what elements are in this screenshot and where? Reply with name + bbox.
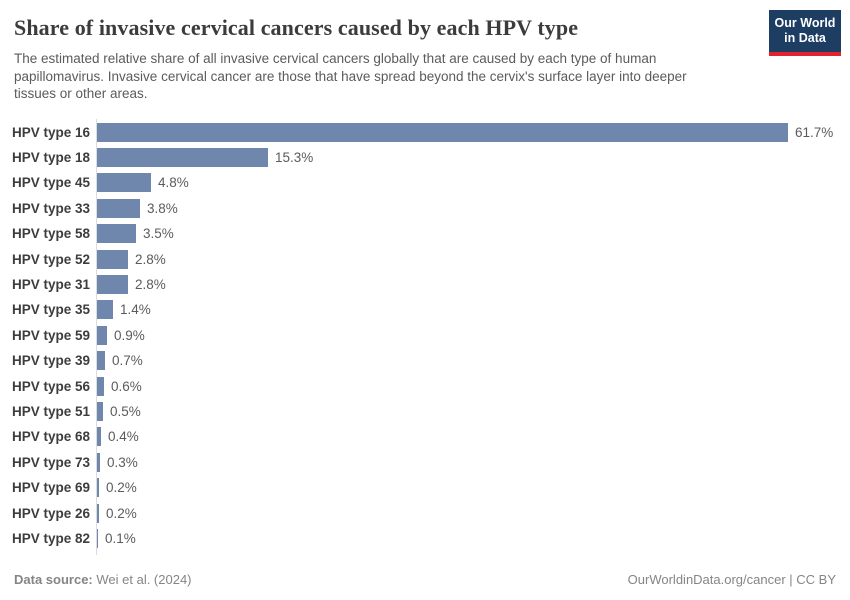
bar-track: 0.9% [97,323,850,348]
bar[interactable] [97,198,140,218]
bar-row: HPV type 26 0.2% [10,500,850,525]
value-label: 2.8% [135,251,166,267]
bar[interactable] [97,122,788,142]
category-label: HPV type 82 [11,530,90,546]
bar-track: 0.2% [97,475,850,500]
value-label: 0.9% [114,327,145,343]
category-label: HPV type 18 [11,150,90,166]
bar-track: 4.8% [97,170,850,195]
bar-row: HPV type 35 1.4% [10,297,850,322]
bar-track: 3.5% [97,221,850,246]
value-label: 3.8% [147,200,178,216]
bar[interactable] [97,528,98,548]
bar-row: HPV type 31 2.8% [10,272,850,297]
bar[interactable] [97,173,151,193]
category-label: HPV type 39 [11,353,90,369]
value-label: 0.6% [111,378,142,394]
value-label: 0.5% [110,403,141,419]
bar-track: 0.5% [97,399,850,424]
bar-row: HPV type 51 0.5% [10,399,850,424]
owid-logo-line1: Our World [774,16,836,30]
bar-row: HPV type 39 0.7% [10,348,850,373]
bar-track: 1.4% [97,297,850,322]
owid-logo-line2: in Data [784,31,826,45]
data-source-value: Wei et al. (2024) [96,572,192,587]
bar[interactable] [97,224,136,244]
bar-track: 2.8% [97,272,850,297]
category-label: HPV type 33 [11,200,90,216]
category-label: HPV type 68 [11,429,90,445]
bar-track: 61.7% [97,120,850,145]
category-label: HPV type 35 [11,302,90,318]
bar[interactable] [97,503,99,523]
bar[interactable] [97,325,107,345]
chart-header: Share of invasive cervical cancers cause… [0,0,850,103]
category-label: HPV type 31 [11,277,90,293]
bar-row: HPV type 58 3.5% [10,221,850,246]
bar-track: 0.2% [97,500,850,525]
bar[interactable] [97,427,101,447]
attribution-link[interactable]: OurWorldinData.org/cancer | CC BY [627,572,836,587]
bar-chart: HPV type 16 61.7% HPV type 18 15.3% HPV … [10,118,850,556]
bar-track: 0.3% [97,450,850,475]
data-source: Data source: Wei et al. (2024) [14,572,192,587]
value-label: 3.5% [143,226,174,242]
data-source-label: Data source: [14,572,93,587]
bar[interactable] [97,300,113,320]
value-label: 0.7% [112,353,143,369]
bar[interactable] [97,401,103,421]
bar-row: HPV type 68 0.4% [10,424,850,449]
bar-row: HPV type 59 0.9% [10,323,850,348]
value-label: 0.1% [105,530,136,546]
category-label: HPV type 51 [11,403,90,419]
category-label: HPV type 16 [11,124,90,140]
category-label: HPV type 69 [11,480,90,496]
bar-track: 0.7% [97,348,850,373]
bar-track: 2.8% [97,246,850,271]
bar-track: 0.4% [97,424,850,449]
bar-row: HPV type 18 15.3% [10,145,850,170]
bar[interactable] [97,148,268,168]
bar-row: HPV type 69 0.2% [10,475,850,500]
bar[interactable] [97,249,128,269]
y-axis-line [96,118,97,556]
bar-row: HPV type 56 0.6% [10,373,850,398]
bar-row: HPV type 82 0.1% [10,526,850,551]
value-label: 2.8% [135,277,166,293]
bar[interactable] [97,376,104,396]
owid-logo[interactable]: Our World in Data [769,10,841,56]
bar-row: HPV type 73 0.3% [10,450,850,475]
value-label: 1.4% [120,302,151,318]
category-label: HPV type 26 [11,505,90,521]
value-label: 0.2% [106,505,137,521]
bar-track: 3.8% [97,196,850,221]
bar-track: 0.1% [97,526,850,551]
bar-row: HPV type 52 2.8% [10,246,850,271]
bar-track: 0.6% [97,373,850,398]
bar[interactable] [97,351,105,371]
bar[interactable] [97,275,128,295]
category-label: HPV type 45 [11,175,90,191]
bar-row: HPV type 45 4.8% [10,170,850,195]
chart-subtitle: The estimated relative share of all inva… [14,51,687,101]
category-label: HPV type 52 [11,251,90,267]
value-label: 0.3% [107,454,138,470]
page-title: Share of invasive cervical cancers cause… [14,15,579,40]
value-label: 61.7% [795,124,834,140]
value-label: 0.2% [106,480,137,496]
chart-footer: Data source: Wei et al. (2024) OurWorldi… [14,572,836,587]
value-label: 15.3% [275,150,314,166]
category-label: HPV type 73 [11,454,90,470]
value-label: 4.8% [158,175,189,191]
value-label: 0.4% [108,429,139,445]
bar-row: HPV type 16 61.7% [10,120,850,145]
category-label: HPV type 59 [11,327,90,343]
bar[interactable] [97,452,100,472]
bar[interactable] [97,478,99,498]
bar-row: HPV type 33 3.8% [10,196,850,221]
bar-track: 15.3% [97,145,850,170]
category-label: HPV type 56 [11,378,90,394]
category-label: HPV type 58 [11,226,90,242]
